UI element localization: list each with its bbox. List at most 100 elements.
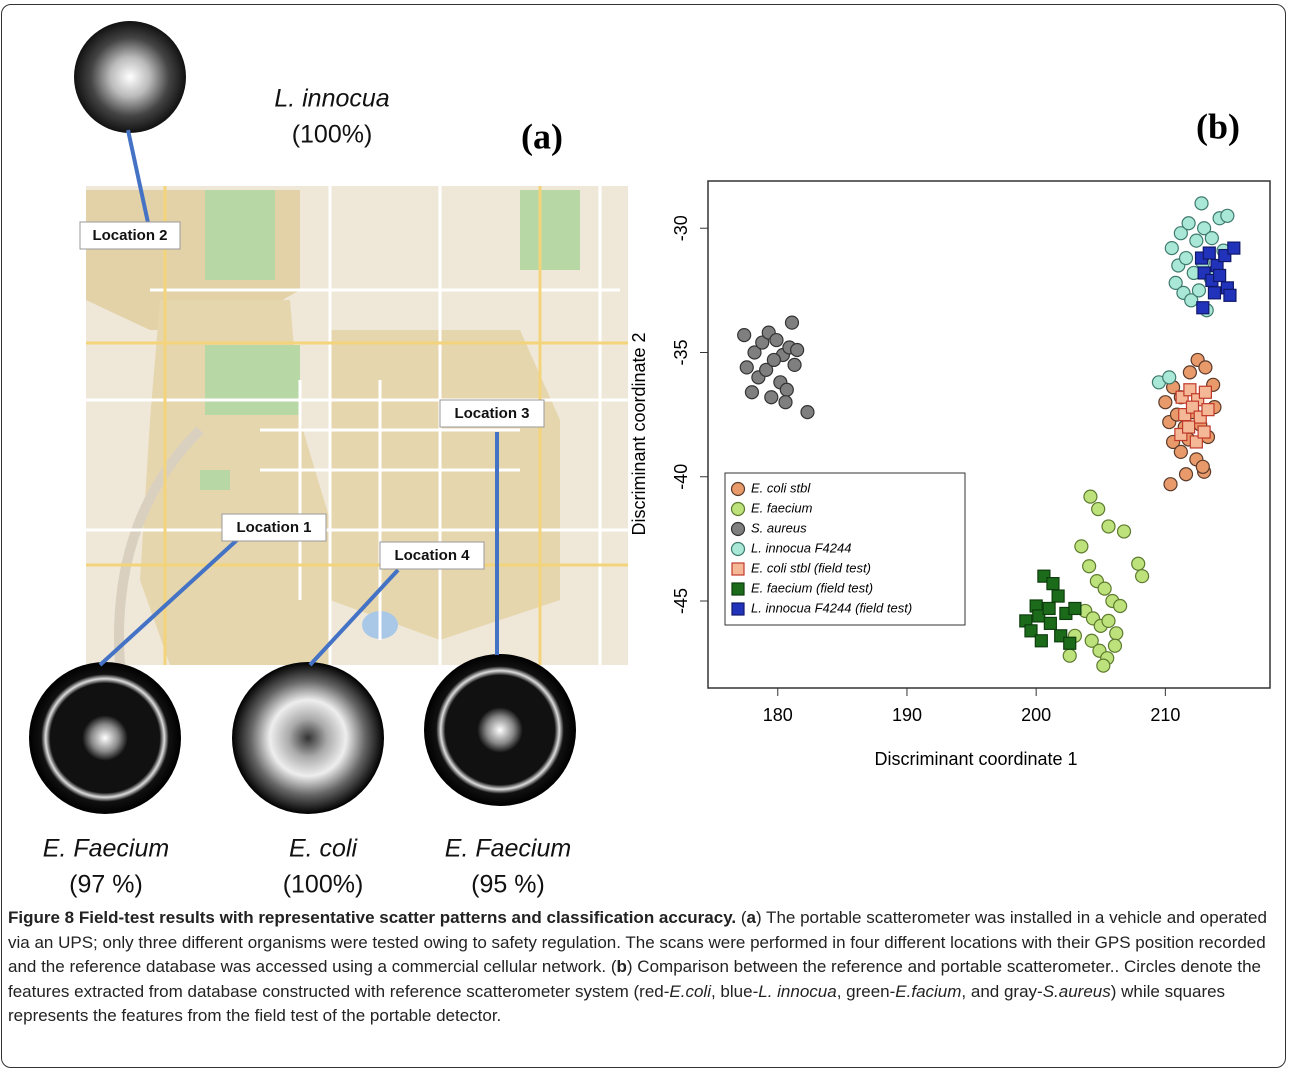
legend-marker xyxy=(730,481,746,497)
caption-text: , green- xyxy=(836,981,896,1001)
x-tick-label: 190 xyxy=(892,705,922,725)
point xyxy=(1194,196,1209,211)
legend-marker xyxy=(730,521,746,537)
point xyxy=(1163,477,1178,492)
point xyxy=(1082,559,1097,574)
point xyxy=(1227,241,1241,255)
accuracy: (95 %) xyxy=(471,871,545,899)
point xyxy=(747,345,762,360)
scatter-pattern-image xyxy=(424,654,576,806)
point xyxy=(1189,435,1203,449)
accuracy: (100%) xyxy=(292,121,373,149)
point xyxy=(1101,519,1116,534)
point xyxy=(1173,444,1188,459)
point xyxy=(1185,400,1200,414)
scatter-pattern-image xyxy=(74,21,186,133)
point xyxy=(1184,293,1199,308)
caption-text: , blue- xyxy=(710,981,759,1001)
point xyxy=(1107,638,1123,653)
point xyxy=(1197,221,1212,236)
point xyxy=(1198,360,1213,375)
point xyxy=(1207,286,1222,300)
legend-label: S. aureus xyxy=(751,520,807,535)
point xyxy=(1096,658,1111,673)
legend-label: E. coli stbl xyxy=(751,480,811,495)
point xyxy=(737,327,752,343)
legend-label: L. innocua F4244 (field test) xyxy=(751,600,912,615)
location-label: Location 4 xyxy=(394,547,470,564)
point xyxy=(1101,613,1116,628)
point xyxy=(1198,385,1213,399)
point xyxy=(779,382,794,397)
point xyxy=(1195,459,1210,474)
point xyxy=(764,390,779,405)
point xyxy=(1046,577,1060,591)
scatter-pattern-image xyxy=(232,662,384,814)
point xyxy=(1196,301,1210,315)
point xyxy=(1183,383,1197,397)
y-tick-label: -30 xyxy=(671,215,691,241)
caption-text: ) while squares represents the features … xyxy=(8,981,1226,1026)
connectors xyxy=(98,129,499,667)
point xyxy=(1223,288,1237,302)
location-label: Location 3 xyxy=(454,405,529,422)
point xyxy=(1213,268,1227,283)
point xyxy=(1181,216,1196,231)
legend-marker xyxy=(730,541,746,557)
point xyxy=(1197,425,1211,439)
point xyxy=(1083,489,1098,504)
point xyxy=(1182,365,1197,380)
point xyxy=(1032,609,1046,623)
caption-text: ) The portable scatterometer was install… xyxy=(8,908,1267,976)
point xyxy=(1034,634,1048,648)
point xyxy=(790,342,805,358)
point xyxy=(800,405,815,420)
point xyxy=(1164,241,1179,256)
organism-name: E. Faecium xyxy=(445,835,571,863)
accuracy: (97 %) xyxy=(69,871,143,899)
plot-frame xyxy=(707,180,1271,689)
panel-label: (a) xyxy=(521,116,563,156)
point xyxy=(739,360,754,375)
map xyxy=(86,186,628,666)
organism-name: L. innocua xyxy=(274,85,389,113)
point xyxy=(1131,556,1146,571)
legend-label: E. coli stbl (field test) xyxy=(751,560,871,575)
point xyxy=(1191,283,1207,298)
point xyxy=(1173,226,1188,241)
point xyxy=(1042,601,1056,616)
point xyxy=(1178,467,1194,482)
y-tick-label: -45 xyxy=(671,588,691,614)
panel-label: (b) xyxy=(1196,106,1240,146)
point xyxy=(1084,633,1099,648)
frame xyxy=(1,4,1286,1068)
scatter-pattern-image xyxy=(29,662,181,814)
legend-label: E. faecium (field test) xyxy=(751,580,873,595)
point xyxy=(1097,581,1112,596)
figure: Location 2 Location 3 Location 1 Locatio… xyxy=(29,21,1271,899)
y-tick-label: -35 xyxy=(671,339,691,365)
point xyxy=(1063,636,1077,650)
point xyxy=(784,315,800,330)
point xyxy=(1068,601,1082,616)
location-box xyxy=(221,513,327,542)
legend-marker xyxy=(731,562,745,576)
caption-title: Figure 8 Field-test results with represe… xyxy=(8,908,737,927)
x-tick-label: 210 xyxy=(1150,705,1180,725)
point xyxy=(778,395,793,410)
point xyxy=(1051,589,1065,603)
caption-text: ( xyxy=(736,908,747,927)
caption: Figure 8 Field-test results with represe… xyxy=(8,906,1276,1029)
location-box xyxy=(439,399,545,428)
point xyxy=(1220,208,1235,223)
x-axis-label: Discriminant coordinate 1 xyxy=(874,749,1077,769)
caption-text: L. innocua xyxy=(758,981,837,1001)
legend-box xyxy=(724,472,966,626)
point xyxy=(1091,501,1106,517)
caption-text: ) Comparison between the reference and p… xyxy=(8,957,1261,1001)
point xyxy=(1116,524,1132,539)
x-tick-label: 200 xyxy=(1021,705,1051,725)
point xyxy=(759,362,774,377)
point xyxy=(1043,616,1057,630)
